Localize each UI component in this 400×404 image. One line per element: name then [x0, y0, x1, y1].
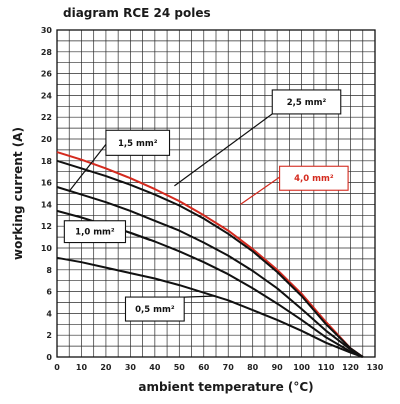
callout-pointer — [184, 295, 217, 298]
callout-label: 0,5 mm² — [135, 305, 175, 315]
y-tick-label: 2 — [46, 331, 52, 340]
callout-label: 4,0 mm² — [294, 174, 334, 184]
x-tick-label: 50 — [174, 363, 186, 372]
x-tick-label: 0 — [54, 363, 60, 372]
y-tick-label: 8 — [46, 266, 52, 275]
callout-pointer — [125, 231, 151, 241]
y-tick-label: 18 — [41, 157, 53, 166]
callout-box — [124, 296, 185, 322]
callout-pointer — [68, 144, 107, 192]
x-tick-label: 70 — [223, 363, 235, 372]
series-line — [56, 159, 364, 358]
x-tick-label: 130 — [367, 363, 384, 372]
chart-title: diagram RCE 24 poles — [63, 6, 211, 20]
callout: 1,5 mm² — [68, 129, 171, 192]
callout: 2,5 mm² — [174, 89, 342, 187]
callout-label: 2,5 mm² — [287, 98, 327, 108]
callouts: 2,5 mm² 1,5 mm² 4,0 mm² 1,0 mm² 0,5 mm² — [63, 89, 349, 322]
callout-pointer — [240, 176, 280, 205]
plot-frame — [56, 29, 376, 358]
x-tick-label: 10 — [76, 363, 88, 372]
series-line — [56, 256, 364, 358]
callout-box — [279, 165, 349, 191]
x-tick-label: 30 — [125, 363, 137, 372]
x-tick-label: 40 — [149, 363, 161, 372]
x-axis-label: ambient temperature (°C) — [138, 380, 313, 394]
x-tick-label: 100 — [293, 363, 310, 372]
y-tick-label: 4 — [46, 309, 52, 318]
y-axis-label: working current (A) — [11, 127, 25, 260]
x-tick-label: 80 — [247, 363, 259, 372]
y-tick-label: 26 — [41, 70, 53, 79]
y-tick-label: 20 — [41, 135, 53, 144]
x-tick-label: 60 — [198, 363, 210, 372]
grid — [56, 29, 376, 358]
callout: 0,5 mm² — [124, 295, 217, 322]
callout-pointer — [174, 113, 273, 187]
callout-box — [271, 89, 342, 115]
y-tick-label: 6 — [46, 288, 52, 297]
series-line — [56, 186, 364, 358]
callout-box — [63, 220, 127, 244]
y-tick-label: 30 — [41, 26, 53, 35]
y-tick-label: 28 — [41, 48, 53, 57]
y-tick-label: 12 — [41, 222, 52, 231]
y-tick-label: 16 — [41, 179, 53, 188]
series-line — [56, 151, 364, 358]
x-tick-label: 120 — [342, 363, 359, 372]
callout-label: 1,5 mm² — [118, 139, 158, 149]
y-tick-label: 24 — [41, 91, 53, 100]
x-tick-labels: 0 10 20 30 40 50 60 70 80 90 100 110 120 130 — [54, 363, 384, 372]
callout: 4,0 mm² — [240, 165, 349, 205]
y-tick-label: 14 — [41, 200, 53, 209]
y-tick-label: 10 — [41, 244, 53, 253]
x-tick-label: 20 — [100, 363, 112, 372]
callout: 1,0 mm² — [63, 220, 151, 244]
y-tick-label: 22 — [41, 113, 52, 122]
callout-label: 1,0 mm² — [75, 228, 115, 238]
callout-box — [105, 129, 171, 156]
x-tick-label: 110 — [318, 363, 335, 372]
x-tick-label: 90 — [272, 363, 284, 372]
y-tick-label: 0 — [46, 353, 52, 362]
